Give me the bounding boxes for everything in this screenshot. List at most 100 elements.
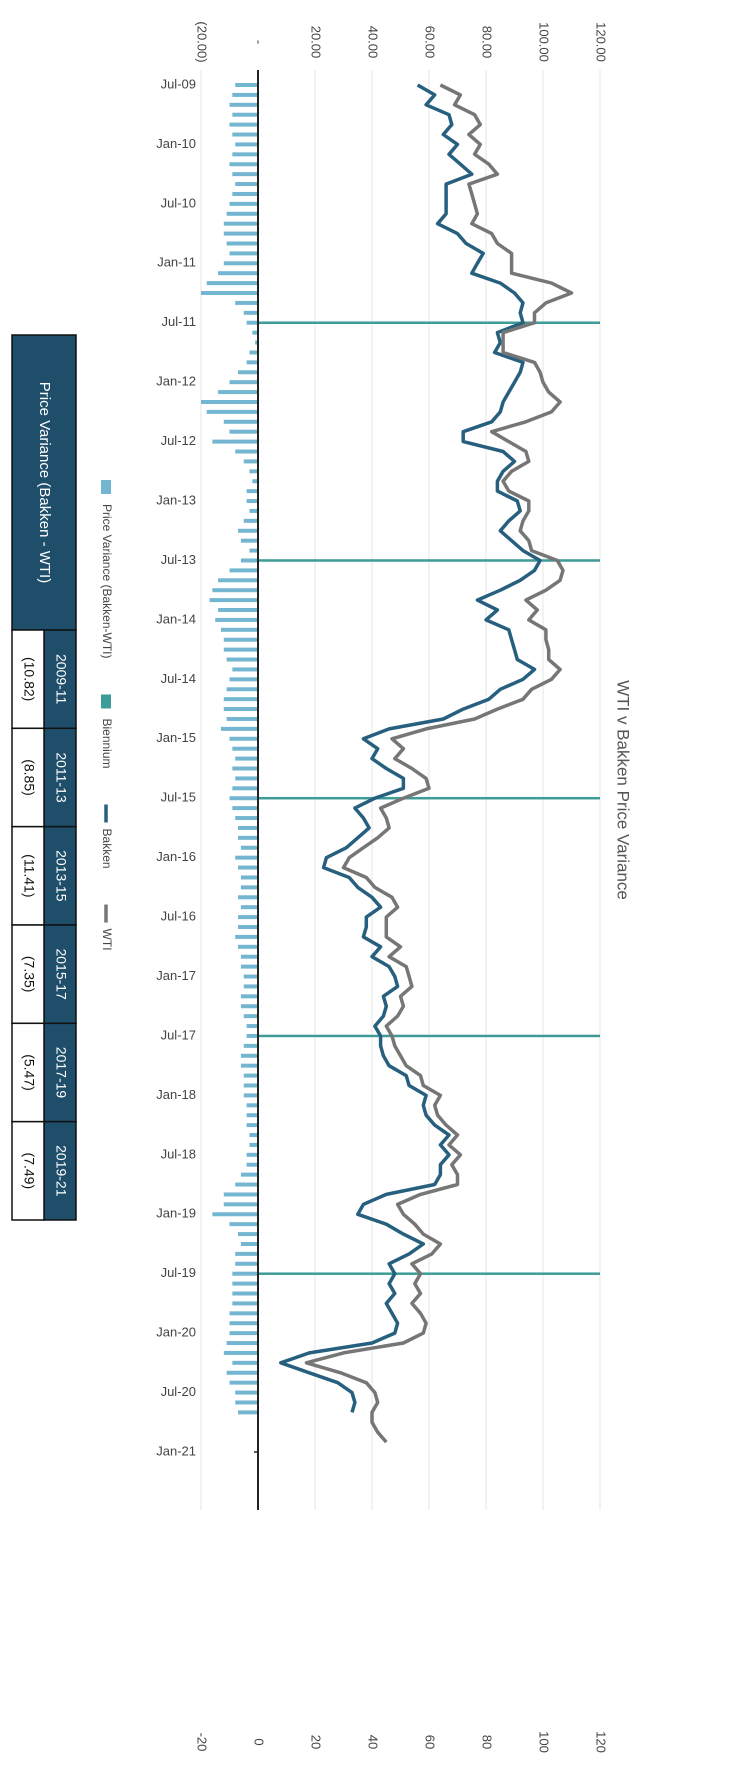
x-tick-label: Jan-19 [156,1206,196,1221]
bar [238,915,258,920]
bar [255,340,258,345]
y-tick-label: (20.00) [195,21,210,62]
bar [235,1182,258,1187]
bar [240,885,258,890]
bar [238,895,258,900]
bar [232,746,258,751]
table-cell [11,1120,45,1221]
bar [240,954,258,959]
bar [235,83,258,87]
bar [209,598,258,603]
bar [240,1004,258,1009]
x-tick-label: Jan-21 [156,1443,196,1458]
bar [252,479,258,484]
bar [243,1073,258,1078]
table-header-cell [43,924,77,1025]
bar [223,707,258,712]
bar [243,1043,258,1048]
bar [249,469,258,474]
table-header: 2013-15 [53,850,69,902]
bar [229,201,258,206]
bar [223,697,258,702]
bar [258,321,600,324]
bar [246,489,258,494]
table-value: (11.41) [21,854,37,897]
bar [243,974,258,979]
bar [220,627,258,632]
bar [238,1410,258,1415]
bar [206,409,258,414]
bar [235,182,258,187]
bar [226,241,258,246]
y2-tick-label: 40 [366,1735,381,1749]
y-tick-label: 80.00 [480,26,495,59]
bar [229,1311,258,1316]
x-tick-label: Jan-20 [156,1325,196,1340]
y-tick-label: - [252,40,267,44]
x-tick-label: Jul-14 [161,671,196,686]
bar [235,449,258,454]
bar [238,835,258,840]
bar [240,845,258,850]
bar [249,1133,258,1138]
table-value: (5.47) [21,1054,37,1091]
y2-tick-label: 100 [537,1731,552,1753]
bar [226,657,258,662]
bar [238,825,258,830]
y-tick-label: 40.00 [366,26,381,59]
bar [240,1172,258,1177]
x-tick-label: Jul-09 [161,76,196,91]
bar [240,964,258,969]
bar [243,984,258,989]
bar [246,499,258,504]
bar [235,855,258,860]
x-tick-label: Jul-11 [162,314,196,329]
y2-tick-label: 120 [594,1731,609,1753]
bar [249,548,258,553]
bar [223,221,258,226]
bar [212,439,258,444]
bar [246,1113,258,1118]
bar [232,152,258,157]
bar [246,320,258,325]
bar [232,1301,258,1306]
x-tick-label: Jul-12 [161,433,196,448]
table-header: 2019-21 [53,1145,69,1197]
bar [206,281,258,286]
table-header-cell [43,825,77,926]
bar [229,736,258,741]
bar [232,191,258,196]
bar [240,1063,258,1068]
y2-tick-label: -20 [195,1733,210,1752]
legend-label: Biennium [100,718,114,768]
bar [232,786,258,791]
bar [232,112,258,117]
x-tick-label: Jul-19 [161,1265,196,1280]
y2-tick-label: 0 [252,1738,267,1745]
bar [218,271,258,276]
bar [229,251,258,256]
bar [249,508,258,513]
y-tick-label: 60.00 [423,26,438,59]
legend-label: Bakken [100,829,114,869]
bar [229,380,258,385]
table-cell [11,924,45,1025]
x-tick-label: Jan-16 [156,849,196,864]
bar [240,905,258,910]
table-value: (7.35) [21,956,37,993]
table-header: 2015-17 [53,948,69,1000]
bar [232,766,258,771]
bar [226,211,258,216]
bar [238,944,258,949]
bar [258,559,600,562]
bar [252,330,258,335]
bar [238,924,258,929]
bar [243,518,258,523]
table-cell [11,825,45,926]
bar [223,419,258,424]
bar [243,1093,258,1098]
bar [240,558,258,563]
y2-tick-label: 80 [480,1735,495,1749]
bar [201,291,258,296]
